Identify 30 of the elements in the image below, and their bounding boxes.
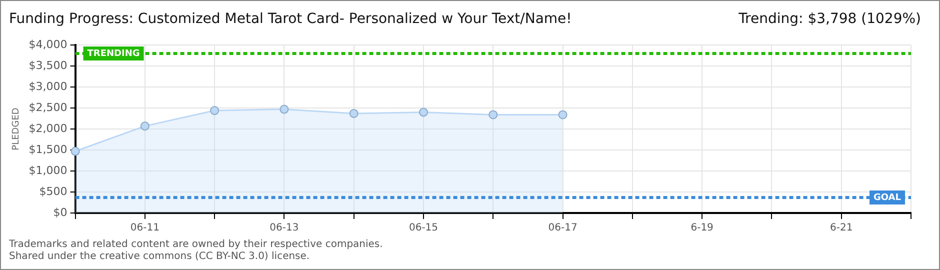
point — [419, 108, 428, 117]
y-tick-label: $0 — [53, 206, 68, 219]
x-tick-label: 6-19 — [690, 222, 714, 234]
x-tick-label: 06-17 — [548, 222, 578, 234]
chart-title: Funding Progress: Customized Metal Tarot Card- Personalized w Your Text/Name! — [9, 11, 572, 27]
y-axis-title: PLEDGED — [12, 108, 22, 150]
x-tick-label: 06-11 — [130, 222, 160, 234]
y-tick-label: $1,000 — [28, 164, 68, 177]
point — [210, 106, 220, 116]
text: Shared under the creative commons (CC BY-NC 3.0) license. — [9, 251, 311, 263]
point — [70, 146, 80, 156]
y-tick-label: $500 — [39, 184, 68, 198]
y-tick-label: $3,500 — [28, 58, 68, 72]
point — [488, 110, 498, 120]
ref-line-label: GOAL — [874, 192, 902, 203]
x-tick-label: 6-21 — [830, 222, 853, 234]
y-tick-label: $1,500 — [28, 142, 68, 156]
x-tick-label: 06-15 — [408, 222, 438, 234]
point — [558, 110, 568, 120]
y-tick-label: $2,000 — [28, 122, 68, 135]
point — [140, 122, 150, 131]
chart-subtitle: Trending: $3,798 (1029%) — [738, 11, 921, 27]
point — [349, 108, 358, 118]
y-tick-label: $3,000 — [28, 80, 68, 93]
point — [280, 104, 289, 114]
y-tick-label: $2,500 — [28, 100, 68, 114]
ref-line-label: TRENDING — [87, 48, 140, 59]
text: Trademarks and related content are owned by their respective companies. — [9, 239, 383, 251]
y-tick-label: $4,000 — [28, 38, 68, 51]
x-tick-label: 06-13 — [270, 222, 299, 234]
